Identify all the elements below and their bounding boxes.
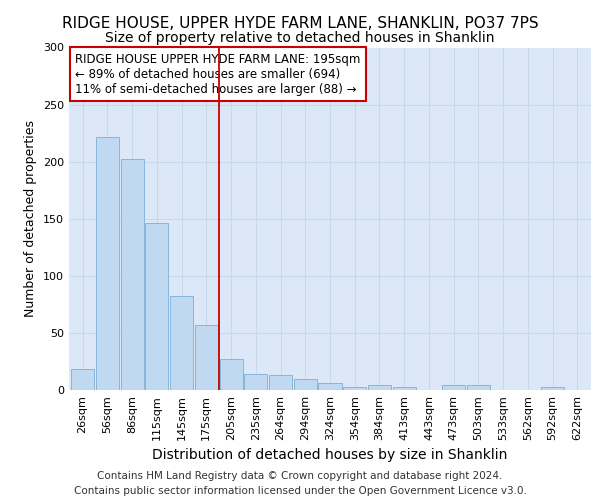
- Bar: [393, 386, 416, 390]
- Bar: [442, 386, 465, 390]
- Bar: [343, 386, 366, 390]
- Bar: [269, 375, 292, 390]
- Bar: [368, 386, 391, 390]
- Bar: [294, 378, 317, 390]
- Text: RIDGE HOUSE UPPER HYDE FARM LANE: 195sqm
← 89% of detached houses are smaller (6: RIDGE HOUSE UPPER HYDE FARM LANE: 195sqm…: [75, 52, 361, 96]
- X-axis label: Distribution of detached houses by size in Shanklin: Distribution of detached houses by size …: [152, 448, 508, 462]
- Text: Contains HM Land Registry data © Crown copyright and database right 2024.
Contai: Contains HM Land Registry data © Crown c…: [74, 471, 526, 496]
- Bar: [467, 386, 490, 390]
- Bar: [170, 296, 193, 390]
- Bar: [96, 136, 119, 390]
- Bar: [71, 370, 94, 390]
- Y-axis label: Number of detached properties: Number of detached properties: [25, 120, 37, 318]
- Bar: [220, 359, 242, 390]
- Bar: [541, 386, 564, 390]
- Text: Size of property relative to detached houses in Shanklin: Size of property relative to detached ho…: [105, 31, 495, 45]
- Bar: [195, 325, 218, 390]
- Bar: [145, 224, 169, 390]
- Bar: [244, 374, 267, 390]
- Bar: [319, 383, 341, 390]
- Bar: [121, 160, 143, 390]
- Text: RIDGE HOUSE, UPPER HYDE FARM LANE, SHANKLIN, PO37 7PS: RIDGE HOUSE, UPPER HYDE FARM LANE, SHANK…: [62, 16, 538, 31]
